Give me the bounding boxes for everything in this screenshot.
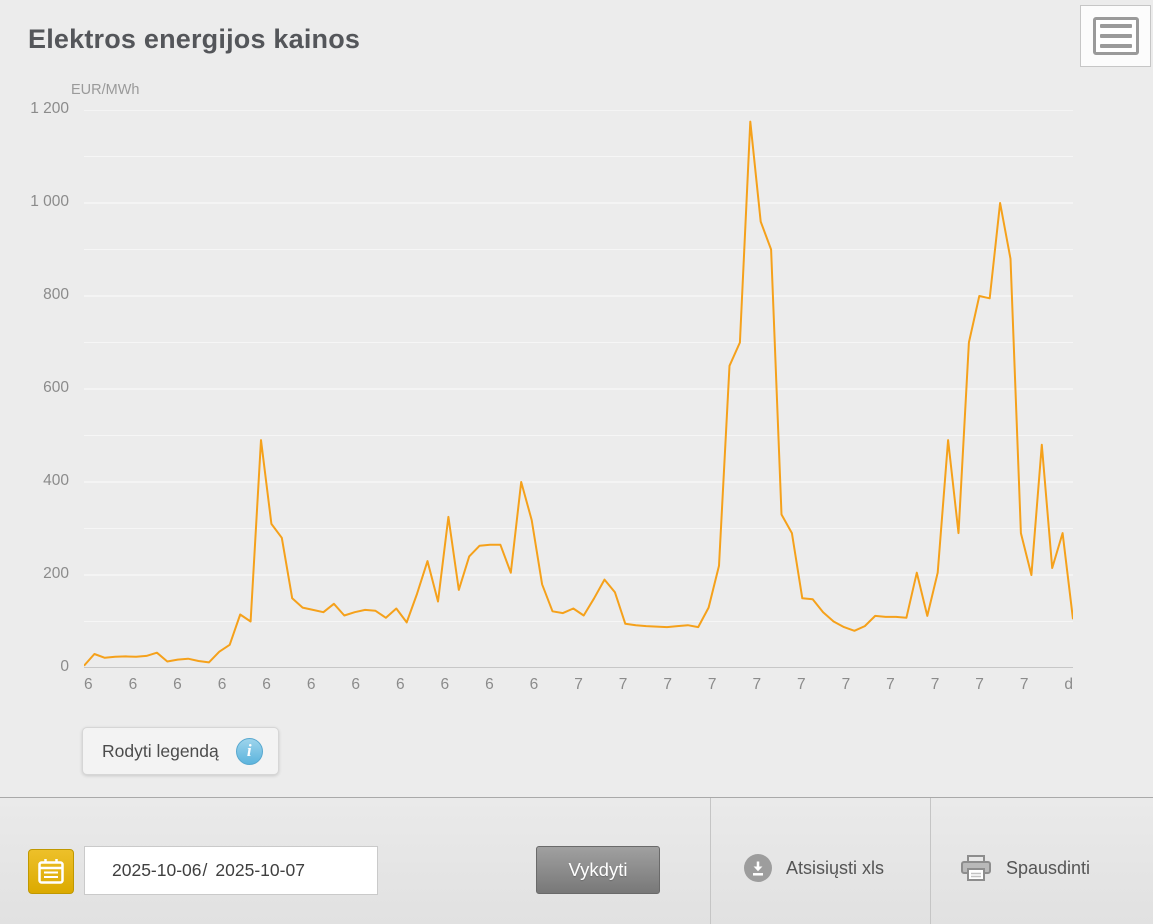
x-axis-label: 7	[574, 676, 583, 693]
price-line	[84, 120, 1073, 667]
x-axis-label: 6	[217, 676, 227, 693]
x-axis-label: 6	[395, 676, 405, 693]
page-title: Elektros energijos kainos	[28, 24, 361, 54]
y-axis-label: 400	[43, 472, 69, 489]
print-button[interactable]: Spausdinti	[960, 855, 1090, 882]
x-axis-label: 6	[529, 676, 539, 693]
footer-toolbar: 2025-10-06 / 2025-10-07 Vykdyti Atsisiųs…	[0, 797, 1153, 924]
date-separator: /	[202, 860, 208, 880]
x-axis-labels: 6 6 6 6 6 6 6 6 6 6 6 7 7 7 7 7 7 7 7 7 7 7 d	[84, 676, 1073, 694]
x-axis-label: 6	[440, 676, 450, 693]
y-axis-label: 0	[60, 658, 69, 675]
y-axis-label: 600	[43, 379, 69, 396]
x-axis-label: 7	[886, 676, 895, 693]
x-axis-label: 6	[485, 676, 494, 693]
x-axis-label: 7	[975, 676, 984, 693]
calendar-button[interactable]	[28, 849, 74, 894]
y-axis-label: 800	[43, 286, 69, 303]
y-axis-label: 1 000	[30, 193, 69, 210]
download-icon	[744, 854, 772, 882]
x-axis-label: d	[1064, 676, 1073, 693]
date-to: 2025-10-07	[215, 860, 305, 880]
date-range-input[interactable]: 2025-10-06 / 2025-10-07	[84, 846, 378, 895]
x-axis-label: 7	[752, 676, 762, 693]
date-from: 2025-10-06	[112, 860, 202, 880]
y-axis-label: 1 200	[30, 100, 69, 117]
x-axis-label: 7	[930, 676, 940, 693]
plot-area	[84, 110, 1073, 668]
x-axis-label: 6	[351, 676, 360, 693]
y-axis-label: 200	[43, 565, 69, 582]
calendar-icon	[38, 859, 64, 884]
info-icon[interactable]: i	[235, 737, 263, 765]
x-axis-label: 7	[663, 676, 672, 693]
x-axis-label: 6	[173, 676, 182, 693]
chart-menu-button[interactable]	[1080, 5, 1151, 67]
hamburger-menu-icon	[1092, 17, 1139, 55]
x-axis-label: 7	[707, 676, 717, 693]
y-axis-labels: 0 200 400 600 800 1 000 1 200	[0, 100, 69, 675]
show-legend-label: Rodyti legendą	[102, 740, 219, 761]
print-label: Spausdinti	[1006, 858, 1091, 878]
footer-divider	[930, 798, 931, 924]
x-axis-label: 7	[841, 676, 851, 693]
show-legend-button[interactable]: Rodyti legendą i	[82, 727, 279, 775]
footer-divider	[710, 798, 711, 924]
x-axis-label: 7	[1019, 676, 1029, 693]
x-axis-label: 6	[306, 676, 316, 693]
x-axis-label: 6	[128, 676, 138, 693]
x-axis-label: 7	[618, 676, 628, 693]
x-axis-label: 6	[84, 676, 93, 693]
download-label: Atsisiųsti xls	[786, 857, 885, 878]
printer-icon	[961, 855, 991, 881]
x-axis-label: 7	[797, 676, 806, 693]
x-axis-label: 6	[262, 676, 271, 693]
download-xls-button[interactable]: Atsisiųsti xls	[744, 854, 884, 882]
execute-button[interactable]: Vykdyti	[536, 846, 660, 894]
y-axis-title: EUR/MWh	[71, 82, 140, 98]
